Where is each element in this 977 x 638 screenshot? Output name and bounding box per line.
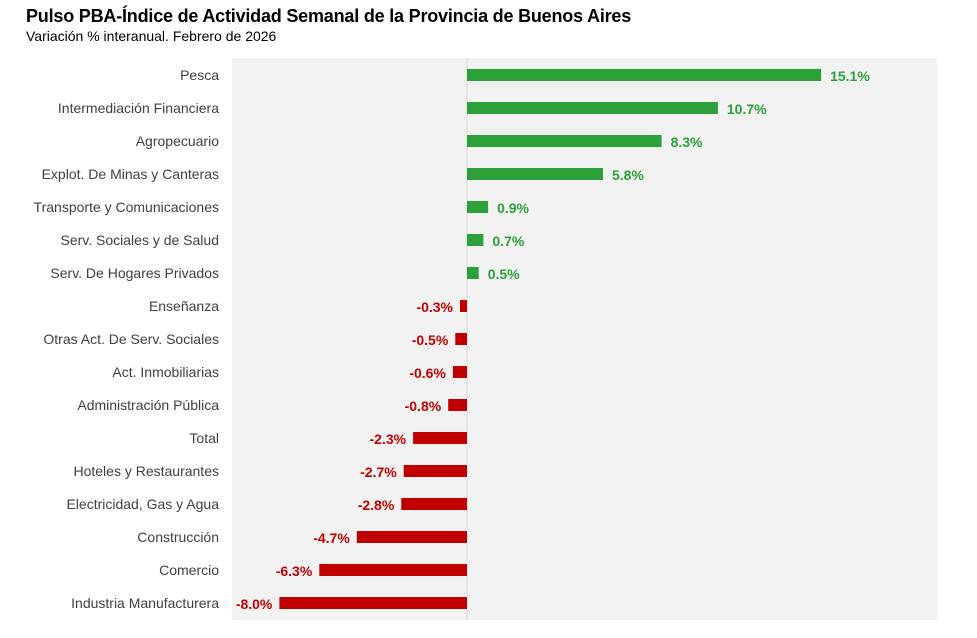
bar — [467, 102, 718, 114]
value-label: 5.8% — [612, 167, 644, 183]
chart-subtitle: Variación % interanual. Febrero de 2026 — [26, 28, 277, 44]
category-label: Agropecuario — [136, 133, 219, 149]
value-labels: 15.1% 10.7% 8.3% 5.8% 0.9% 0.7% 0.5% -0.3% -0.5%… — [236, 68, 871, 612]
bar — [455, 333, 467, 345]
bar — [467, 201, 489, 213]
value-label: 15.1% — [830, 68, 870, 84]
value-label: 8.3% — [671, 134, 703, 150]
category-label: Serv. Sociales y de Salud — [61, 232, 220, 248]
bar — [279, 597, 467, 609]
category-label: Pesca — [180, 67, 219, 83]
category-label: Act. Inmobiliarias — [112, 364, 219, 380]
bar — [319, 564, 467, 576]
category-label: Total — [189, 430, 219, 446]
value-label: -0.5% — [412, 332, 449, 348]
bar — [460, 300, 467, 312]
value-label: -0.6% — [409, 365, 446, 381]
value-label: 0.7% — [492, 233, 524, 249]
category-labels: Pesca Intermediación Financiera Agropecuar… — [34, 67, 220, 611]
bar — [467, 168, 603, 180]
value-label: 10.7% — [727, 101, 767, 117]
bar — [452, 366, 467, 378]
value-label: -4.7% — [313, 530, 350, 546]
value-label: 0.9% — [497, 200, 529, 216]
category-label: Construcción — [137, 529, 219, 545]
bar — [467, 69, 822, 81]
value-label: -0.3% — [416, 299, 453, 315]
category-label: Hoteles y Restaurantes — [73, 463, 219, 479]
value-label: 0.5% — [488, 266, 520, 282]
bar — [467, 234, 484, 246]
bar — [467, 267, 479, 279]
value-label: -2.7% — [360, 464, 397, 480]
category-label: Intermediación Financiera — [58, 100, 219, 116]
value-label: -0.8% — [405, 398, 442, 414]
bar — [356, 531, 467, 543]
category-label: Electricidad, Gas y Agua — [66, 496, 219, 512]
value-label: -6.3% — [276, 563, 313, 579]
bar — [448, 399, 467, 411]
category-label: Industria Manufacturera — [71, 595, 219, 611]
value-label: -8.0% — [236, 596, 273, 612]
category-label: Otras Act. De Serv. Sociales — [43, 331, 219, 347]
category-label: Comercio — [159, 562, 219, 578]
chart-title: Pulso PBA-Índice de Actividad Semanal de… — [26, 6, 632, 26]
category-label: Administración Pública — [77, 397, 219, 413]
bar — [403, 465, 467, 477]
category-label: Enseñanza — [149, 298, 219, 314]
value-label: -2.3% — [370, 431, 407, 447]
bar — [467, 135, 662, 147]
category-label: Explot. De Minas y Canteras — [42, 166, 219, 182]
category-label: Serv. De Hogares Privados — [50, 265, 219, 281]
category-label: Transporte y Comunicaciones — [34, 199, 219, 215]
value-label: -2.8% — [358, 497, 395, 513]
bars — [279, 69, 822, 609]
bar — [401, 498, 467, 510]
bar — [413, 432, 467, 444]
plot-area — [232, 58, 937, 620]
